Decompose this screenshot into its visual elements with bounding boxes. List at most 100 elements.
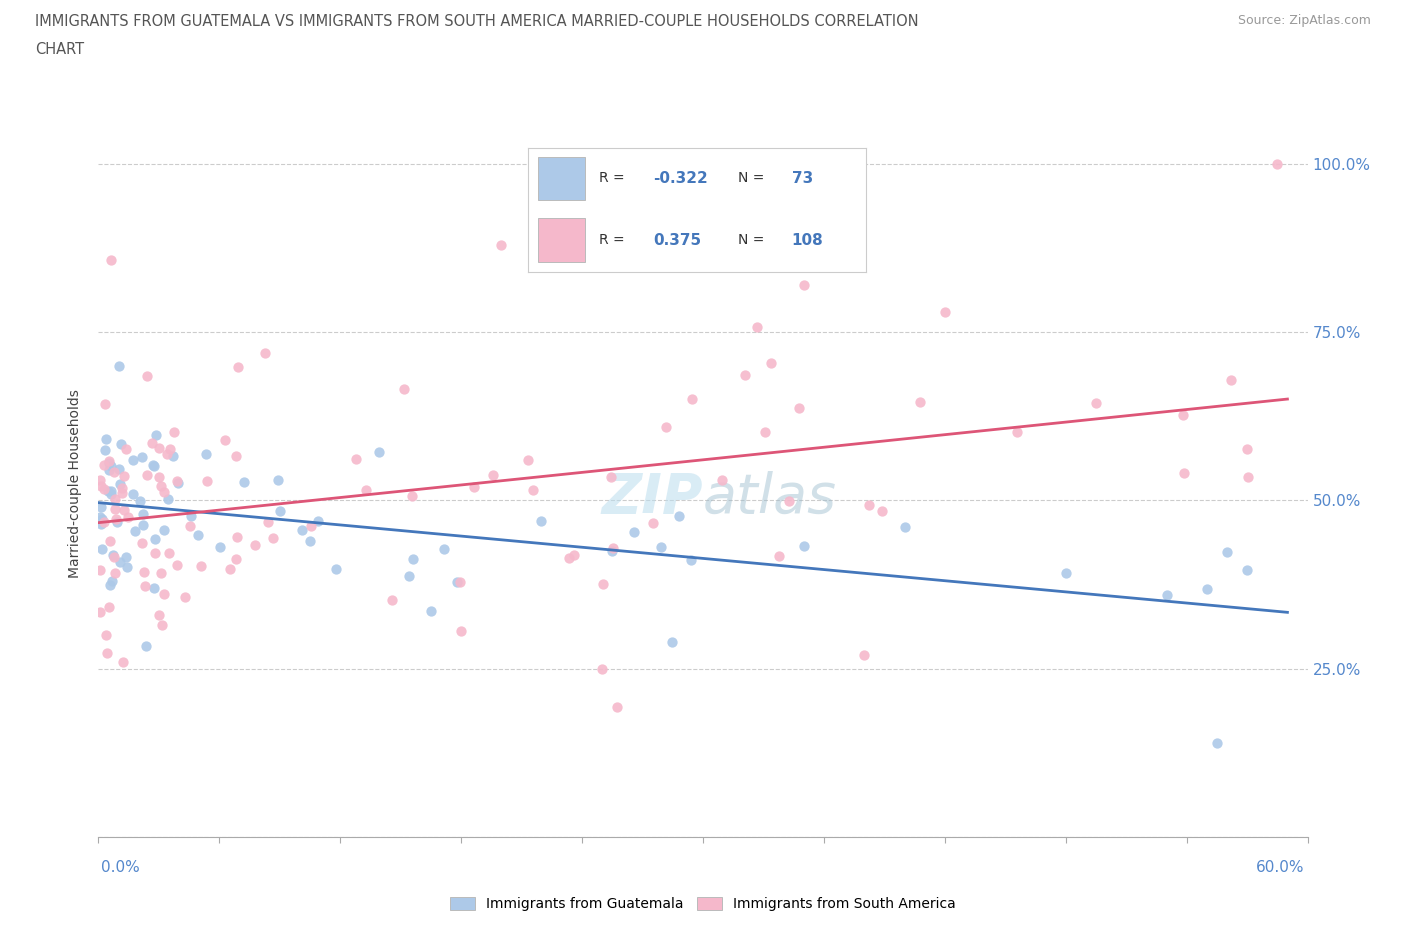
Point (100, 484, 122, 498)
Point (262, 530, 284, 545)
Point (121, 453, 143, 468)
Point (187, 528, 209, 543)
Point (793, 277, 815, 292)
Point (131, 536, 153, 551)
Point (1156, 588, 1178, 603)
Text: ZIP: ZIP (602, 471, 703, 525)
Point (195, 446, 218, 461)
Point (530, 513, 553, 528)
Point (243, 538, 266, 552)
Point (148, 470, 170, 485)
Point (180, 509, 202, 524)
Point (94, 628, 117, 643)
Point (225, 551, 247, 566)
Point (606, 699, 628, 714)
Point (853, 648, 876, 663)
Point (96, 432, 118, 446)
Point (641, 515, 664, 530)
Text: Source: ZipAtlas.com: Source: ZipAtlas.com (1237, 14, 1371, 27)
Point (768, 549, 790, 564)
Point (219, 562, 242, 577)
Point (491, 237, 513, 252)
Point (754, 425, 776, 440)
Point (299, 533, 322, 548)
Point (449, 575, 471, 590)
Point (1216, 544, 1239, 559)
Point (115, 550, 138, 565)
Point (111, 485, 134, 500)
Point (1173, 407, 1195, 422)
Point (433, 541, 456, 556)
Point (267, 472, 290, 487)
Point (100, 252, 122, 267)
Point (681, 392, 703, 406)
Point (1173, 466, 1195, 481)
Point (602, 543, 624, 558)
Point (108, 461, 131, 476)
Point (402, 551, 425, 566)
Point (910, 394, 932, 409)
Point (90, 517, 112, 532)
Point (392, 381, 415, 396)
Point (710, 472, 733, 487)
Point (1206, 736, 1229, 751)
Point (136, 467, 159, 482)
Text: atlas: atlas (703, 472, 837, 525)
Point (1084, 396, 1107, 411)
Text: 0.0%: 0.0% (101, 860, 141, 875)
Point (148, 607, 170, 622)
Point (141, 435, 163, 450)
Point (599, 470, 621, 485)
Point (101, 574, 124, 589)
Point (858, 498, 880, 512)
Point (893, 520, 915, 535)
Point (112, 503, 135, 518)
Point (96, 484, 118, 498)
Point (778, 494, 800, 509)
Point (651, 224, 673, 239)
Point (96, 645, 118, 660)
Point (98, 599, 121, 614)
Point (142, 458, 165, 473)
Point (110, 437, 132, 452)
Point (381, 592, 404, 607)
Point (104, 501, 127, 516)
Point (100, 486, 122, 501)
Point (1237, 470, 1260, 485)
Point (115, 560, 138, 575)
Point (105, 515, 128, 530)
Point (166, 557, 188, 572)
Point (105, 512, 128, 527)
Point (143, 580, 166, 595)
Point (166, 473, 188, 488)
Point (354, 483, 377, 498)
Point (558, 551, 581, 565)
Point (91, 541, 114, 556)
Point (90, 478, 112, 493)
Point (562, 548, 585, 563)
Point (98, 578, 121, 592)
Point (94, 396, 117, 411)
Point (481, 468, 503, 483)
Point (157, 491, 180, 506)
Point (100, 458, 122, 473)
Point (153, 485, 176, 499)
Point (159, 442, 181, 457)
Point (93, 514, 115, 529)
Point (134, 578, 156, 593)
Point (110, 555, 132, 570)
Point (104, 565, 127, 580)
Point (1054, 566, 1077, 581)
Point (446, 575, 468, 590)
Point (128, 494, 150, 509)
Point (89, 563, 111, 578)
Point (623, 525, 645, 539)
Point (734, 367, 756, 382)
Point (97, 456, 120, 471)
Text: IMMIGRANTS FROM GUATEMALA VS IMMIGRANTS FROM SOUTH AMERICA MARRIED-COUPLE HOUSEH: IMMIGRANTS FROM GUATEMALA VS IMMIGRANTS … (35, 14, 918, 29)
Point (761, 356, 783, 371)
Text: CHART: CHART (35, 42, 84, 57)
Point (463, 479, 485, 494)
Point (149, 478, 172, 493)
Point (655, 419, 678, 434)
